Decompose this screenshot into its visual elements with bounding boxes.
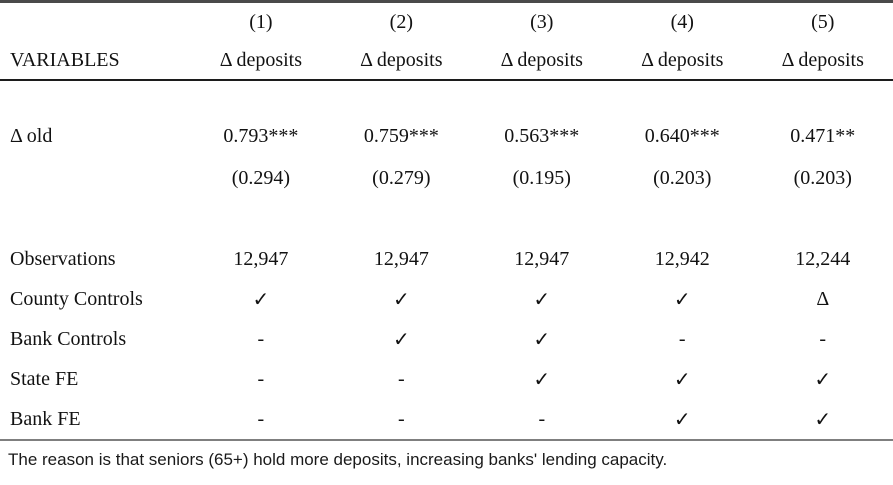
observations-cell: 12,947 bbox=[373, 248, 429, 270]
corner-cell bbox=[0, 2, 191, 42]
bank-fe-cell: ✓ bbox=[814, 408, 832, 431]
row-label-bank-controls: Bank Controls bbox=[10, 328, 127, 350]
col-number-cell: (3) bbox=[530, 10, 554, 33]
bank-controls-cell: - bbox=[819, 328, 827, 350]
coefficient-cell: 0.759*** bbox=[363, 125, 439, 147]
row-label-observations: Observations bbox=[10, 248, 116, 270]
depvar-header-cell: Δ deposits bbox=[331, 41, 472, 81]
row-label-empty bbox=[0, 158, 191, 200]
depvar-header-cell: Δ deposits bbox=[190, 41, 332, 81]
county-controls-cell: ✓ bbox=[673, 289, 691, 311]
col-number-cell: (5) bbox=[811, 10, 835, 33]
row-label-state-fe: State FE bbox=[10, 368, 79, 390]
state-fe-cell: ✓ bbox=[814, 369, 832, 391]
bank-fe-cell: - bbox=[397, 407, 405, 430]
regression-table: (1) (2) (3) (4) (5) VARIABLES Δ deposits… bbox=[0, 0, 893, 441]
coefficient-cell: 0.640*** bbox=[644, 125, 720, 147]
state-fe-cell: ✓ bbox=[533, 369, 551, 391]
row-label-county-controls: County Controls bbox=[10, 288, 143, 310]
bank-fe-row: Bank FE - - - ✓ ✓ bbox=[0, 400, 893, 440]
spacer-row bbox=[0, 80, 893, 116]
bank-fe-cell: ✓ bbox=[673, 408, 691, 431]
depvar-header-cell: Δ deposits bbox=[752, 41, 893, 81]
observations-cell: 12,942 bbox=[654, 248, 710, 270]
county-controls-cell: ✓ bbox=[392, 289, 410, 311]
row-label-bank-fe: Bank FE bbox=[10, 407, 81, 430]
stderr-cell: (0.203) bbox=[653, 167, 712, 189]
state-fe-row: State FE - - ✓ ✓ ✓ bbox=[0, 360, 893, 400]
bank-controls-cell: ✓ bbox=[392, 329, 410, 351]
county-controls-cell: ✓ bbox=[533, 289, 551, 311]
county-controls-cell: ✓ bbox=[252, 289, 270, 311]
depvar-header-cell: Δ deposits bbox=[471, 41, 613, 81]
coefficient-row: Δ old 0.793*** 0.759*** 0.563*** 0.640**… bbox=[0, 116, 893, 158]
bank-controls-cell: - bbox=[257, 328, 265, 350]
col-number-cell: (2) bbox=[389, 10, 413, 33]
stderr-cell: (0.279) bbox=[372, 167, 431, 189]
stderr-cell: (0.294) bbox=[231, 167, 291, 189]
bank-controls-cell: ✓ bbox=[533, 329, 551, 351]
coefficient-cell: 0.793*** bbox=[223, 125, 299, 147]
col-number-cell: (4) bbox=[670, 10, 694, 33]
spacer-row bbox=[0, 200, 893, 240]
stderr-cell: (0.195) bbox=[512, 167, 571, 189]
header-depvar-row: VARIABLES Δ deposits Δ deposits Δ deposi… bbox=[0, 41, 893, 81]
state-fe-cell: - bbox=[397, 368, 405, 390]
observations-row: Observations 12,947 12,947 12,947 12,942… bbox=[0, 240, 893, 280]
observations-cell: 12,947 bbox=[233, 248, 289, 270]
bank-controls-row: Bank Controls - ✓ ✓ - - bbox=[0, 320, 893, 360]
bank-controls-cell: - bbox=[678, 328, 686, 350]
footnote-text: The reason is that seniors (65+) hold mo… bbox=[8, 449, 668, 469]
variables-header: VARIABLES bbox=[0, 41, 191, 81]
row-label-delta-old: Δ old bbox=[10, 125, 53, 147]
stderr-row: (0.294) (0.279) (0.195) (0.203) (0.203) bbox=[0, 158, 893, 200]
col-number-cell: (1) bbox=[249, 10, 273, 33]
state-fe-cell: - bbox=[257, 368, 265, 390]
state-fe-cell: ✓ bbox=[673, 369, 691, 391]
observations-cell: 12,244 bbox=[795, 248, 851, 270]
header-numbers-row: (1) (2) (3) (4) (5) bbox=[0, 2, 893, 42]
stderr-cell: (0.203) bbox=[793, 167, 852, 189]
observations-cell: 12,947 bbox=[514, 248, 570, 270]
depvar-header-cell: Δ deposits bbox=[612, 41, 753, 81]
coefficient-cell: 0.563*** bbox=[504, 125, 580, 147]
bank-fe-cell: - bbox=[538, 407, 546, 430]
bank-fe-cell: - bbox=[257, 407, 265, 430]
county-controls-cell: Δ bbox=[816, 288, 830, 310]
county-controls-row: County Controls ✓ ✓ ✓ ✓ Δ bbox=[0, 280, 893, 320]
paper-page: (1) (2) (3) (4) (5) VARIABLES Δ deposits… bbox=[0, 0, 893, 469]
coefficient-cell: 0.471** bbox=[790, 125, 856, 147]
